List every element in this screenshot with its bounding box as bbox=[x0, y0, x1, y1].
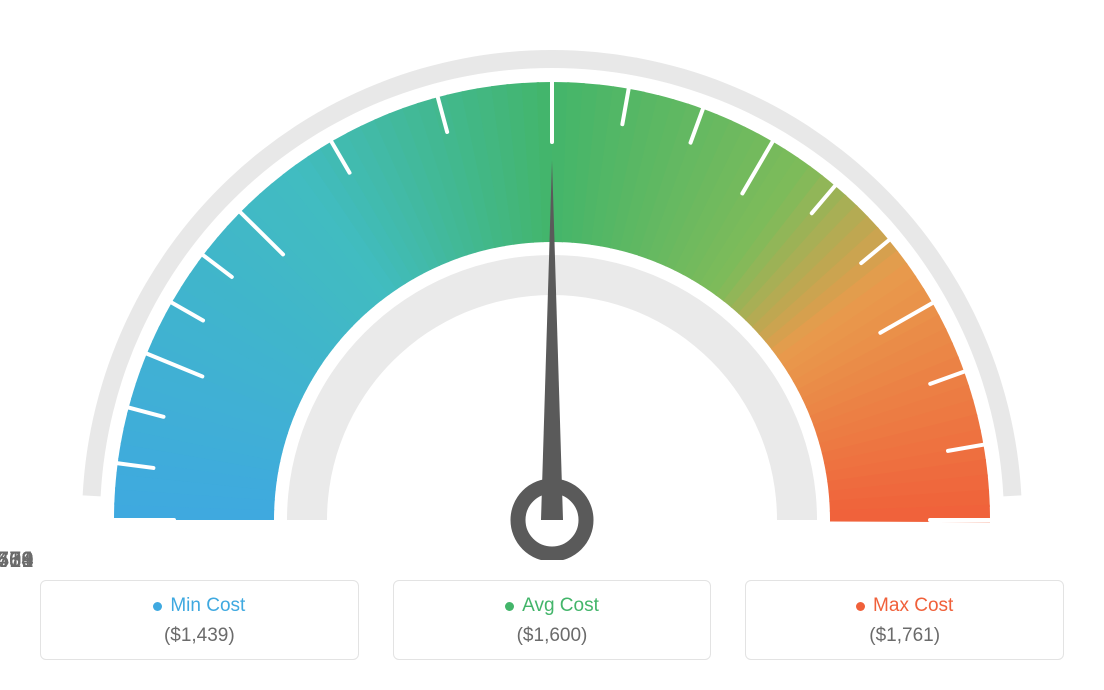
legend-card-avg: Avg Cost ($1,600) bbox=[393, 580, 712, 660]
legend-value-min: ($1,439) bbox=[51, 625, 348, 647]
legend-label-avg: Avg Cost bbox=[522, 595, 599, 617]
legend-label-max: Max Cost bbox=[873, 595, 953, 617]
legend-dot-avg bbox=[505, 602, 514, 611]
legend-title-max: Max Cost bbox=[856, 595, 953, 617]
legend-title-min: Min Cost bbox=[153, 595, 245, 617]
gauge-svg bbox=[0, 0, 1104, 560]
legend-title-avg: Avg Cost bbox=[505, 595, 599, 617]
legend-row: Min Cost ($1,439) Avg Cost ($1,600) Max … bbox=[40, 580, 1064, 660]
legend-card-min: Min Cost ($1,439) bbox=[40, 580, 359, 660]
legend-card-max: Max Cost ($1,761) bbox=[745, 580, 1064, 660]
legend-value-avg: ($1,600) bbox=[404, 625, 701, 647]
gauge-tick-label: $1,761 bbox=[0, 547, 34, 573]
legend-value-max: ($1,761) bbox=[756, 625, 1053, 647]
legend-dot-min bbox=[153, 602, 162, 611]
legend-label-min: Min Cost bbox=[170, 595, 245, 617]
gauge-chart: $1,439$1,479$1,519$1,600$1,654$1,708$1,7… bbox=[0, 0, 1104, 560]
legend-dot-max bbox=[856, 602, 865, 611]
